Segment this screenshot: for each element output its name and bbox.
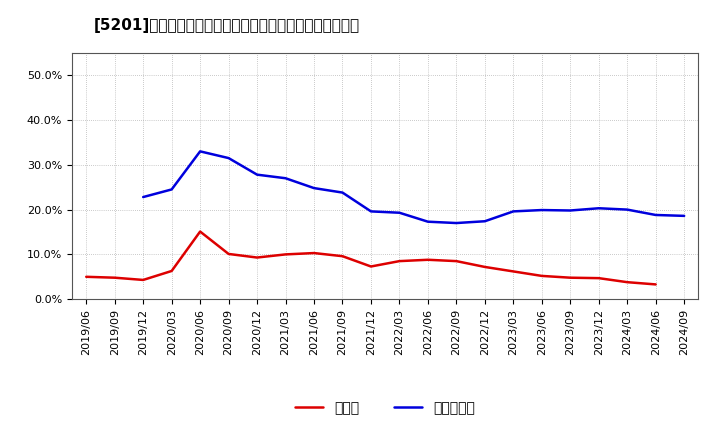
現頲金 bbox=[480, 264, 489, 270]
現頲金 bbox=[225, 251, 233, 257]
現頲金 bbox=[652, 282, 660, 287]
現頲金 bbox=[395, 258, 404, 264]
有利子負債 bbox=[509, 209, 518, 214]
現頲金 bbox=[452, 258, 461, 264]
有利子負債 bbox=[423, 219, 432, 224]
有利子負債 bbox=[623, 207, 631, 212]
有利子負債 bbox=[480, 219, 489, 224]
有利子負債 bbox=[366, 209, 375, 214]
有利子負債 bbox=[167, 187, 176, 192]
現頲金 bbox=[537, 273, 546, 279]
有利子負債 bbox=[452, 220, 461, 226]
有利子負債 bbox=[680, 213, 688, 219]
有利子負債 bbox=[139, 194, 148, 200]
現頲金 bbox=[196, 229, 204, 234]
Text: [5201]　現頲金、有利子負債の総資産に対する比率の推移: [5201] 現頲金、有利子負債の総資産に対する比率の推移 bbox=[94, 18, 360, 33]
Line: 現頲金: 現頲金 bbox=[86, 231, 656, 284]
有利子負債 bbox=[652, 213, 660, 218]
現頲金 bbox=[253, 255, 261, 260]
有利子負債 bbox=[338, 190, 347, 195]
現頲金 bbox=[338, 253, 347, 259]
現頲金 bbox=[110, 275, 119, 280]
有利子負債 bbox=[595, 205, 603, 211]
現頲金 bbox=[167, 268, 176, 274]
有利子負債 bbox=[253, 172, 261, 177]
有利子負債 bbox=[537, 207, 546, 213]
Line: 有利子負債: 有利子負債 bbox=[143, 151, 684, 223]
有利子負債 bbox=[395, 210, 404, 215]
現頲金 bbox=[566, 275, 575, 280]
Legend: 現頲金, 有利子負債: 現頲金, 有利子負債 bbox=[290, 395, 480, 420]
現頲金 bbox=[509, 269, 518, 274]
有利子負債 bbox=[225, 155, 233, 161]
現頲金 bbox=[595, 275, 603, 281]
有利子負債 bbox=[566, 208, 575, 213]
現頲金 bbox=[366, 264, 375, 269]
有利子負債 bbox=[310, 185, 318, 191]
現頲金 bbox=[623, 279, 631, 285]
現頲金 bbox=[282, 252, 290, 257]
有利子負債 bbox=[196, 149, 204, 154]
有利子負債 bbox=[282, 176, 290, 181]
現頲金 bbox=[139, 277, 148, 282]
現頲金 bbox=[82, 274, 91, 279]
現頲金 bbox=[423, 257, 432, 262]
現頲金 bbox=[310, 250, 318, 256]
